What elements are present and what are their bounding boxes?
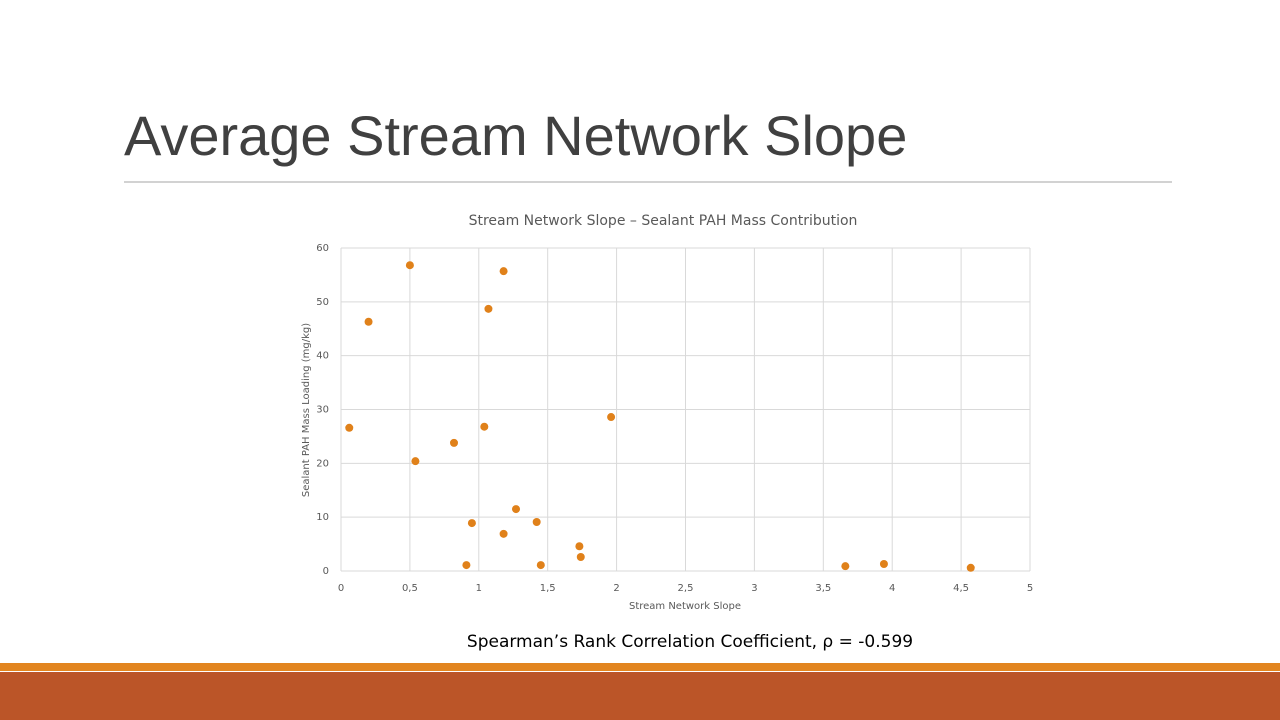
- x-tick-label: 0,5: [402, 583, 418, 594]
- data-point: [462, 561, 471, 570]
- x-tick-label: 3,5: [815, 583, 831, 594]
- data-point: [364, 317, 373, 326]
- data-point: [499, 267, 508, 276]
- data-point: [607, 413, 616, 422]
- data-point: [532, 518, 541, 527]
- data-point: [841, 562, 850, 571]
- plot: 0 10 20 30 40 50 60 0 0,5 1 1,5 2 2,5 3 3,5 4 4,5 5: [316, 243, 1033, 594]
- data-point: [575, 542, 584, 551]
- y-tick-label: 10: [316, 512, 329, 523]
- x-tick-label: 1: [476, 583, 482, 594]
- data-point: [536, 561, 545, 570]
- data-point: [879, 560, 888, 569]
- chart-title: Stream Network Slope – Sealant PAH Mass …: [469, 213, 858, 229]
- data-point: [576, 553, 585, 562]
- x-tick-label: 3: [751, 583, 757, 594]
- footer-stripe: [0, 663, 1280, 671]
- data-point: [449, 438, 458, 447]
- x-tick-label: 4,5: [953, 583, 969, 594]
- y-tick-label: 40: [316, 351, 329, 362]
- x-tick-label: 2,5: [678, 583, 694, 594]
- slide-title: Average Stream Network Slope: [124, 104, 907, 167]
- footer-band: [0, 672, 1280, 720]
- y-tick-label: 20: [316, 458, 329, 469]
- data-point: [345, 423, 354, 432]
- y-tick-label: 50: [316, 297, 329, 308]
- data-point: [484, 304, 493, 313]
- data-point: [467, 519, 476, 528]
- y-tick-label: 60: [316, 243, 329, 254]
- x-tick-label: 1,5: [540, 583, 556, 594]
- x-tick-label: 4: [889, 583, 895, 594]
- caption: Spearman’s Rank Correlation Coefficient,…: [467, 632, 913, 652]
- data-point: [499, 529, 508, 538]
- data-point: [512, 505, 521, 514]
- x-tick-label: 2: [613, 583, 619, 594]
- data-point: [966, 563, 975, 572]
- x-tick-label: 0: [338, 583, 344, 594]
- data-point: [480, 422, 489, 431]
- data-point: [411, 457, 420, 466]
- y-tick-label: 0: [323, 566, 329, 577]
- y-axis-label: Sealant PAH Mass Loading (mg/kg): [301, 323, 312, 497]
- x-tick-label: 5: [1027, 583, 1033, 594]
- x-axis-label: Stream Network Slope: [629, 601, 741, 612]
- y-tick-label: 30: [316, 405, 329, 416]
- data-point: [405, 261, 414, 270]
